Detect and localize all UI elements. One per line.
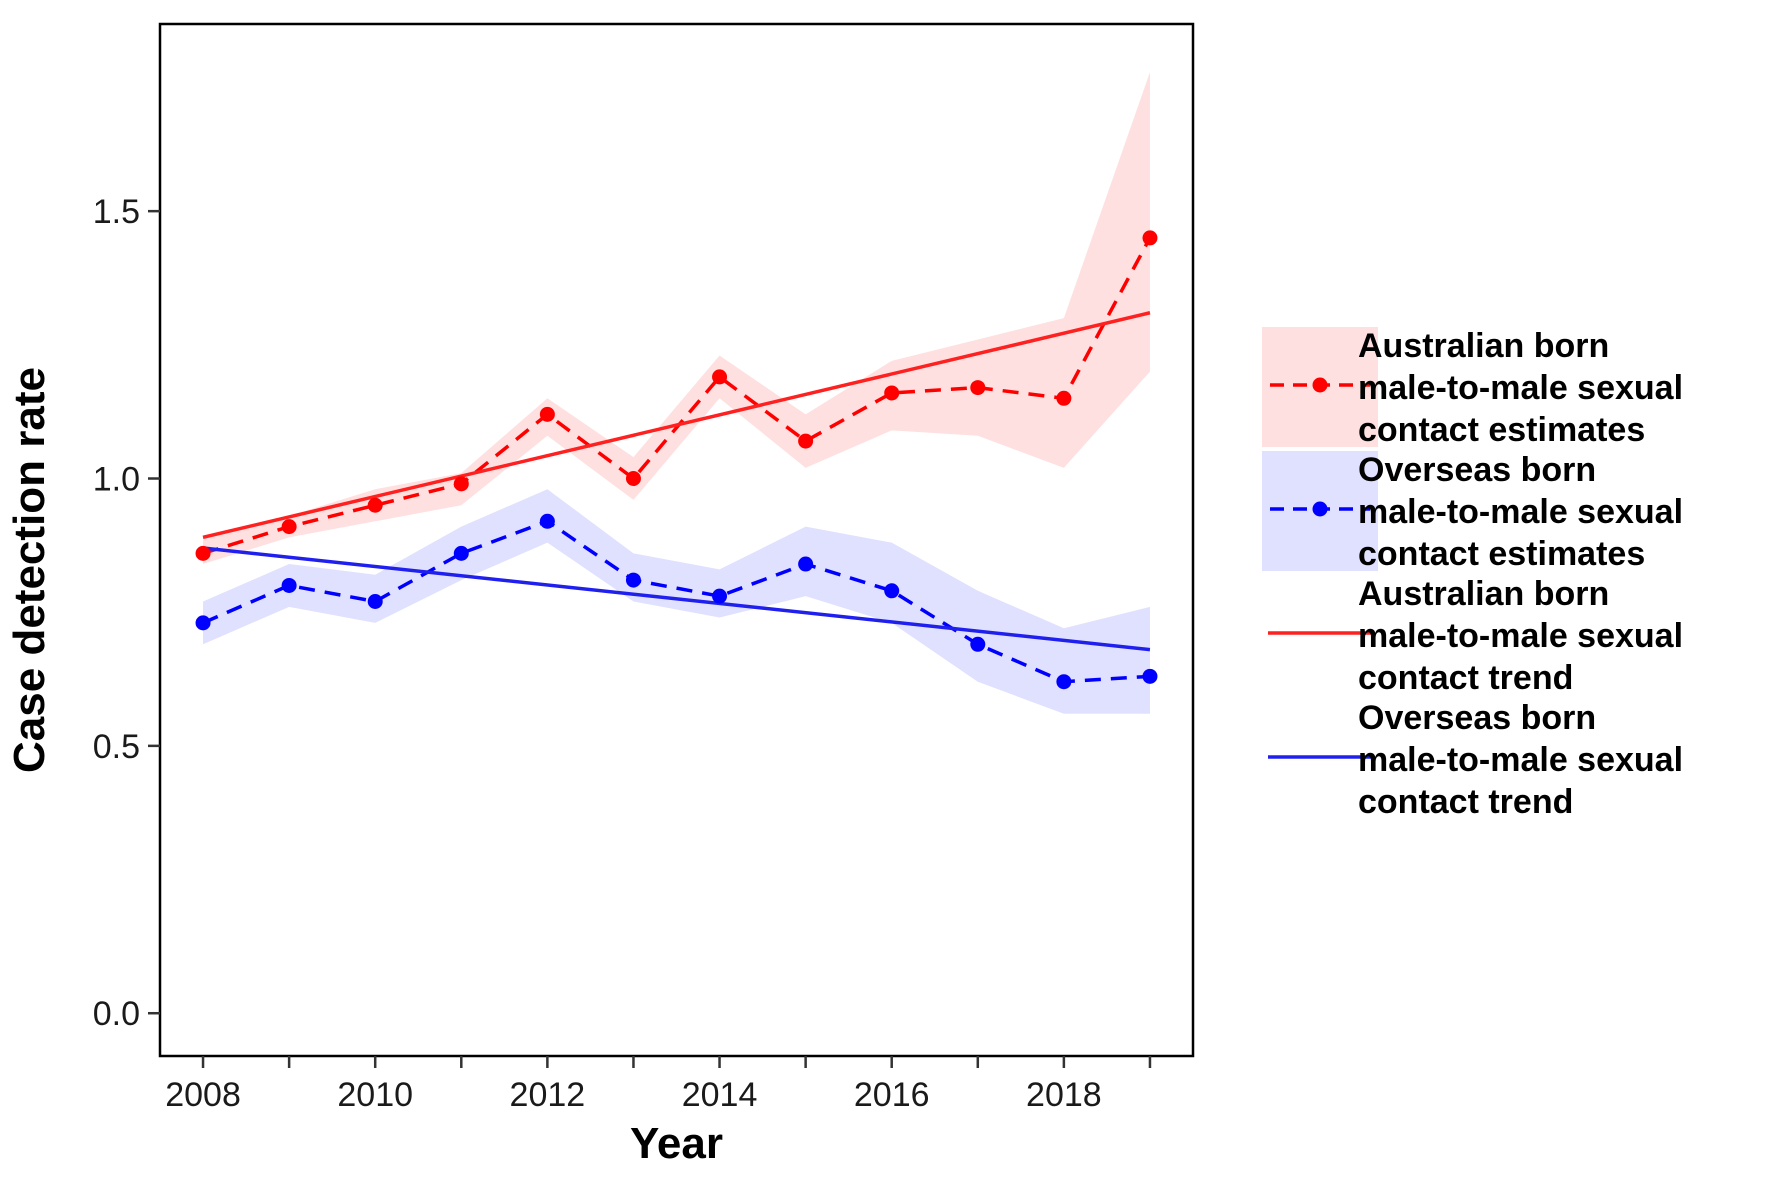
y-tick-label: 1.5 [93, 193, 140, 231]
legend-item-0: Australian born male-to-male sexual contac… [1262, 327, 1683, 449]
legend-label: Overseas born [1358, 451, 1596, 489]
legend-label: contact estimates [1358, 535, 1645, 573]
data-point [970, 636, 986, 652]
data-point [281, 577, 297, 593]
y-tick-label: 0.5 [93, 728, 140, 766]
data-point [625, 572, 641, 588]
legend-label: male-to-male sexual [1358, 617, 1683, 655]
data-point [884, 385, 900, 401]
x-tick-label: 2018 [1026, 1076, 1102, 1114]
x-tick-label: 2016 [854, 1076, 930, 1114]
series-lines [202, 237, 1152, 684]
legend: Australian born male-to-male sexual contac… [1262, 327, 1683, 821]
confidence-band-0 [203, 72, 1150, 565]
trend-line-2 [202, 311, 1151, 540]
legend-label: contact trend [1358, 783, 1573, 821]
data-point [798, 433, 814, 449]
data-point [1142, 230, 1158, 246]
data-point [453, 476, 469, 492]
y-axis-title: Case detection rate [5, 367, 54, 773]
data-point [798, 556, 814, 572]
y-tick-label: 0.0 [93, 995, 140, 1033]
data-point [712, 369, 728, 385]
data-point [1142, 668, 1158, 684]
legend-label: male-to-male sexual [1358, 741, 1683, 779]
x-axis-title: Year [630, 1119, 723, 1168]
data-point [625, 471, 641, 487]
data-point [281, 519, 297, 535]
estimate-line-1 [202, 519, 1151, 684]
legend-label: Australian born [1358, 327, 1609, 365]
legend-item-1: Overseas born male-to-male sexual contact … [1262, 451, 1683, 573]
data-point [1056, 390, 1072, 406]
estimate-line-0 [202, 237, 1152, 556]
series-points [195, 230, 1158, 690]
y-axis: 0.0 0.5 1.0 1.5 [93, 193, 160, 1033]
legend-label: contact estimates [1358, 411, 1645, 449]
x-tick-label: 2012 [510, 1076, 586, 1114]
data-point [1056, 674, 1072, 690]
data-point [712, 588, 728, 604]
legend-label: male-to-male sexual [1358, 493, 1683, 531]
data-point [453, 545, 469, 561]
data-point [195, 615, 211, 631]
data-point [539, 406, 555, 422]
x-tick-label: 2014 [682, 1076, 758, 1114]
legend-label: Australian born [1358, 575, 1609, 613]
data-point [367, 593, 383, 609]
legend-label: Overseas born [1358, 699, 1596, 737]
data-point [884, 583, 900, 599]
y-tick-label: 1.0 [93, 461, 140, 499]
legend-point [1312, 377, 1328, 393]
legend-label: male-to-male sexual [1358, 369, 1683, 407]
legend-item-2: Australian born male-to-male sexual contac… [1268, 575, 1683, 697]
legend-point [1312, 501, 1328, 517]
data-point [539, 513, 555, 529]
x-axis: 2008 2010 2012 2014 2016 2018 [165, 1056, 1152, 1114]
legend-label: contact trend [1358, 659, 1573, 697]
x-tick-label: 2010 [337, 1076, 413, 1114]
data-point [367, 497, 383, 513]
data-point [970, 380, 986, 396]
confidence-band-1 [203, 489, 1150, 714]
data-point [195, 545, 211, 561]
trend-line-3 [202, 546, 1151, 652]
legend-item-3: Overseas born male-to-male sexual contact … [1268, 699, 1683, 821]
x-tick-label: 2008 [165, 1076, 241, 1114]
plot-panel-border [158, 22, 1195, 1058]
